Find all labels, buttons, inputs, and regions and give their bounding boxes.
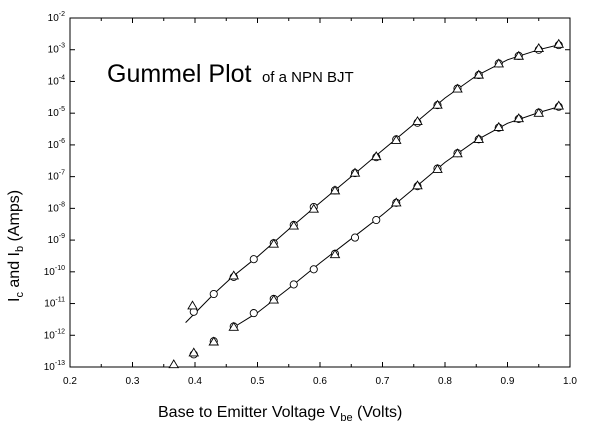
chart-subtitle: of a NPN BJT	[262, 69, 354, 86]
data-point-triangle	[228, 270, 240, 280]
data-point-triangle	[308, 203, 320, 213]
y-tick-label: 10-8	[48, 201, 65, 214]
data-point-triangle	[329, 249, 341, 259]
y-axis-title: Ic and Ib (Amps)	[6, 190, 26, 302]
data-point-circle	[350, 233, 360, 242]
data-point-triangle	[228, 321, 240, 331]
x-tick-label: 0.8	[438, 376, 452, 387]
x-axis: 0.2 0.3 0.4 0.5 0.6 0.7 0.8 0.9 1.0	[63, 18, 577, 387]
x-tick-label: 0.5	[251, 376, 265, 387]
y-tick-label: 10-6	[48, 138, 65, 151]
data-point-triangle	[553, 100, 565, 110]
data-point-triangle	[390, 197, 402, 207]
x-tick-label: 0.3	[126, 376, 140, 387]
data-point-triangle	[493, 58, 505, 68]
chart-title: Gummel Plot of a NPN BJT	[107, 60, 354, 88]
data-point-triangle	[452, 83, 463, 93]
data-point-triangle	[208, 336, 220, 346]
data-point-triangle	[187, 300, 198, 310]
data-point-triangle	[493, 121, 505, 131]
data-point-triangle	[329, 185, 341, 195]
y-tick-label: 10-3	[48, 43, 65, 56]
x-tick-label: 1.0	[563, 376, 577, 387]
y-tick-label: 10-9	[48, 233, 65, 246]
data-point-circle	[309, 265, 318, 274]
data-point-circle	[372, 215, 381, 225]
data-point-circle	[209, 289, 218, 299]
x-tick-label: 0.9	[501, 376, 515, 387]
data-point-triangle	[412, 116, 423, 126]
data-point-triangle	[412, 180, 423, 190]
y-tick-label: 10-11	[44, 297, 65, 310]
x-axis-title: Base to Emitter Voltage Vbe (Volts)	[158, 404, 402, 424]
data-point-triangle	[452, 148, 463, 158]
data-point-circle	[249, 309, 258, 318]
data-point-triangle	[533, 107, 545, 117]
data-point-triangle	[513, 113, 525, 123]
data-point-triangle	[432, 163, 443, 173]
data-point-triangle	[188, 347, 200, 357]
y-tick-label: 10-2	[48, 11, 65, 24]
data-point-triangle	[533, 43, 545, 53]
y-tick-label: 10-5	[48, 106, 65, 119]
y-tick-label: 10-7	[48, 170, 65, 183]
data-point-triangle	[370, 151, 382, 161]
x-tick-label: 0.2	[63, 376, 77, 387]
data-point-triangle	[513, 50, 525, 60]
data-point-circle	[289, 280, 298, 289]
data-point-triangle	[473, 69, 485, 79]
data-point-triangle	[553, 38, 565, 48]
y-tick-label: 10-4	[48, 74, 65, 87]
x-tick-label: 0.7	[376, 376, 390, 387]
data-point-triangle	[473, 133, 485, 143]
data-point-triangle	[268, 294, 280, 304]
y-tick-label: 10-12	[44, 328, 65, 341]
chart-title-main: Gummel Plot	[107, 60, 252, 88]
data-point-triangle	[432, 99, 443, 109]
data-point-triangle	[349, 167, 361, 177]
y-tick-label: 10-13	[44, 360, 65, 373]
data-point-triangle	[268, 238, 280, 248]
data-point-triangle	[288, 220, 300, 230]
data-point-triangle	[390, 134, 402, 144]
x-tick-label: 0.6	[313, 376, 327, 387]
y-axis: 10-13 10-12 10-11 10-10 10-9 10-8 10-7 10-6 10-5…	[44, 11, 570, 373]
data-point-triangle	[168, 359, 180, 369]
data-point-circle	[249, 255, 258, 264]
y-tick-label: 10-10	[44, 265, 65, 278]
data-markers	[168, 38, 565, 369]
x-tick-label: 0.4	[188, 376, 202, 387]
